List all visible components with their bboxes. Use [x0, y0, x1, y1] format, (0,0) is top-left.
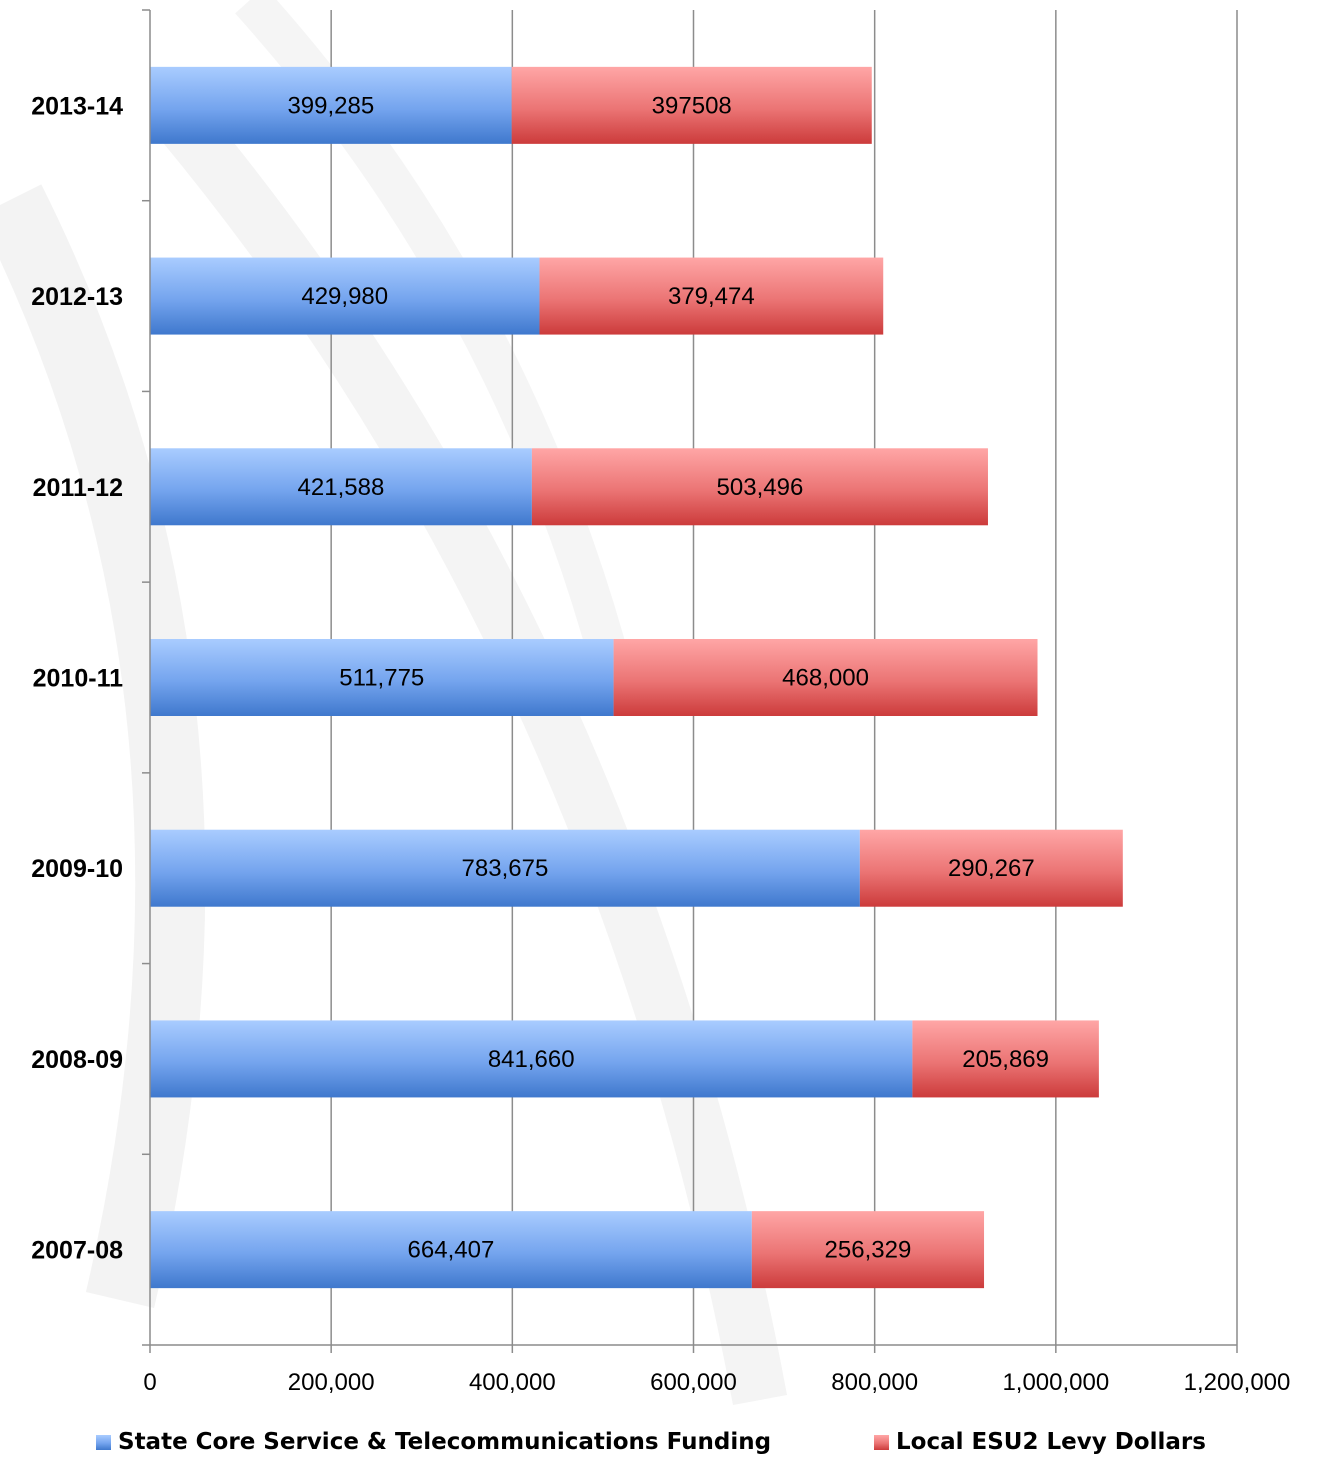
bar-local-levy	[539, 257, 884, 335]
category-label: 2011-12	[33, 474, 123, 502]
data-label: 379,474	[668, 283, 755, 310]
data-label: 256,329	[825, 1237, 912, 1264]
legend: State Core Service & Telecommunications …	[96, 1429, 1206, 1455]
bars: 399,285 397508 2013-14 429,980 379,474 2012-1…	[31, 66, 1123, 1289]
x-tick-label: 0	[143, 1369, 156, 1396]
data-label: 399,285	[287, 92, 374, 119]
legend-swatch	[874, 1435, 889, 1450]
category-label: 2012-13	[31, 283, 123, 311]
legend-label: State Core Service & Telecommunications …	[118, 1429, 771, 1455]
legend-label: Local ESU2 Levy Dollars	[896, 1429, 1206, 1455]
category-label: 2013-14	[31, 92, 123, 120]
category-label: 2009-10	[31, 855, 123, 883]
legend-swatch	[96, 1435, 111, 1450]
data-label: 421,588	[298, 474, 385, 501]
data-label: 397508	[652, 92, 732, 119]
category-label: 2008-09	[31, 1046, 123, 1074]
category-label: 2010-11	[33, 665, 123, 693]
data-label: 290,267	[948, 855, 1035, 882]
bar-state-funding	[150, 257, 540, 335]
x-tick-label: 1,200,000	[1184, 1369, 1291, 1396]
category-label: 2007-08	[31, 1237, 123, 1265]
bar-state-funding	[150, 1211, 752, 1289]
bar-local-levy	[751, 1211, 985, 1289]
data-label: 429,980	[301, 283, 388, 310]
data-label: 205,869	[962, 1046, 1049, 1073]
data-label: 841,660	[488, 1046, 575, 1073]
bar-local-levy	[531, 448, 988, 526]
bar-state-funding	[150, 829, 860, 907]
x-tick-label: 200,000	[288, 1369, 375, 1396]
bar-local-levy	[859, 829, 1123, 907]
axes: 0 200,000 400,000 600,000 800,000 1,000,000 1,…	[142, 9, 1291, 1396]
data-label: 468,000	[782, 665, 869, 692]
bar-state-funding	[150, 66, 512, 144]
data-label: 664,407	[408, 1237, 495, 1264]
data-label: 511,775	[339, 665, 424, 692]
x-tick-label: 400,000	[469, 1369, 556, 1396]
data-label: 783,675	[462, 855, 549, 882]
bar-state-funding	[150, 448, 532, 526]
bar-state-funding	[150, 1020, 913, 1098]
x-tick-label: 800,000	[831, 1369, 918, 1396]
bar-local-levy	[912, 1020, 1099, 1098]
background-swoosh	[0, 184, 206, 1308]
bar-local-levy	[613, 639, 1038, 716]
x-tick-label: 600,000	[650, 1369, 737, 1396]
bar-local-levy	[511, 66, 872, 144]
data-label: 503,496	[717, 474, 804, 501]
x-tick-label: 1,000,000	[1002, 1369, 1109, 1396]
bar-state-funding	[150, 639, 614, 716]
